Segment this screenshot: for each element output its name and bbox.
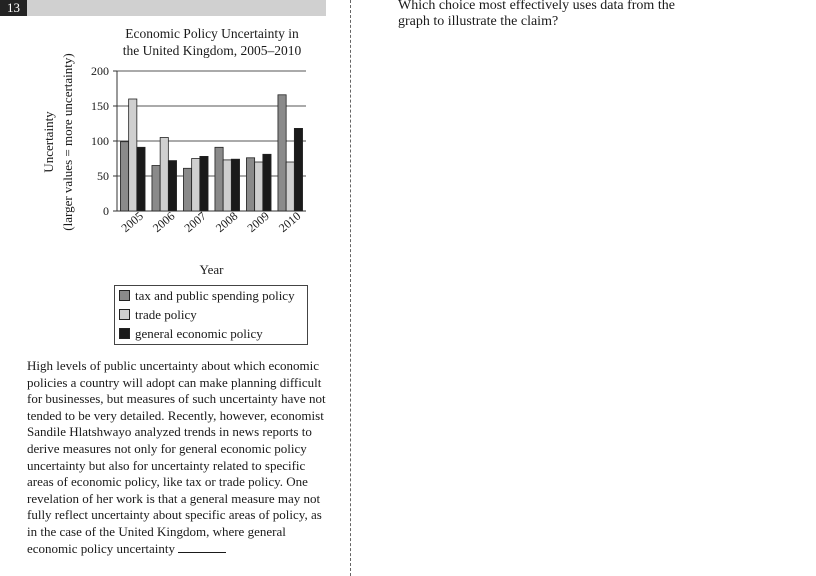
y-tick-label: 150 <box>91 99 109 113</box>
bar-trade-2008 <box>222 159 232 212</box>
legend-label-tax: tax and public spending policy <box>135 287 295 303</box>
y-tick-label: 100 <box>91 134 109 148</box>
bar-tax-2007 <box>183 167 193 212</box>
legend-item-trade: trade policy <box>115 305 307 324</box>
y-tick-label: 50 <box>97 169 109 183</box>
x-tick-label: 2005 <box>118 209 145 235</box>
legend-swatch-trade <box>119 309 130 320</box>
passage: High levels of public uncertainty about … <box>27 358 327 557</box>
y-axis-label-line1: Uncertainty <box>41 111 56 173</box>
passage-text: High levels of public uncertainty about … <box>27 358 326 556</box>
bar-tax-2008 <box>214 146 224 212</box>
x-tick-label: 2008 <box>213 209 240 235</box>
bar-general-2009 <box>262 153 272 212</box>
bar-trade-2009 <box>254 161 264 212</box>
x-tick-label: 2010 <box>276 209 303 235</box>
chart-title-line1: Economic Policy Uncertainty in <box>125 26 299 41</box>
bar-trade-2005 <box>128 98 138 212</box>
chart-title: Economic Policy Uncertainty in the Unite… <box>112 25 312 59</box>
bar-general-2006 <box>167 160 177 212</box>
column-divider <box>350 0 351 576</box>
bar-general-2008 <box>230 158 240 212</box>
bar-general-2005 <box>136 146 146 212</box>
x-axis-label: Year <box>200 262 225 277</box>
bar-trade-2006 <box>159 137 169 212</box>
bar-trade-2010 <box>285 161 295 212</box>
answer-blank <box>178 541 227 553</box>
bar-tax-2010 <box>277 94 287 212</box>
legend-label-trade: trade policy <box>135 306 197 322</box>
y-axis-label-line2: (larger values = more uncertainty) <box>60 53 75 230</box>
legend-swatch-tax <box>119 290 130 301</box>
legend-swatch-general <box>119 328 130 339</box>
bar-chart: 0 50 100 150 200 2005 2006 2007 2008 2009 2010 Year… <box>41 53 306 277</box>
bar-general-2010 <box>293 127 303 212</box>
legend-item-general: general economic policy <box>115 324 307 343</box>
y-tick-label: 0 <box>103 204 109 218</box>
bar-trade-2007 <box>191 158 201 212</box>
bar-tax-2005 <box>120 141 130 212</box>
x-tick-label: 2009 <box>244 209 271 235</box>
question-number: 13 <box>0 0 27 16</box>
x-tick-label: 2007 <box>181 209 208 235</box>
chart-title-line2: the United Kingdom, 2005–2010 <box>122 43 302 58</box>
question-header-bar <box>0 0 326 16</box>
bar-tax-2009 <box>246 157 256 212</box>
x-tick-label: 2006 <box>150 209 177 235</box>
chart-legend: tax and public spending policy trade pol… <box>114 285 308 345</box>
bar-general-2007 <box>199 155 209 212</box>
question-text: Which choice most effectively uses data … <box>398 0 675 29</box>
y-tick-label: 200 <box>91 64 109 78</box>
legend-item-tax: tax and public spending policy <box>115 286 307 305</box>
bar-tax-2006 <box>151 165 161 212</box>
legend-label-general: general economic policy <box>135 325 263 341</box>
